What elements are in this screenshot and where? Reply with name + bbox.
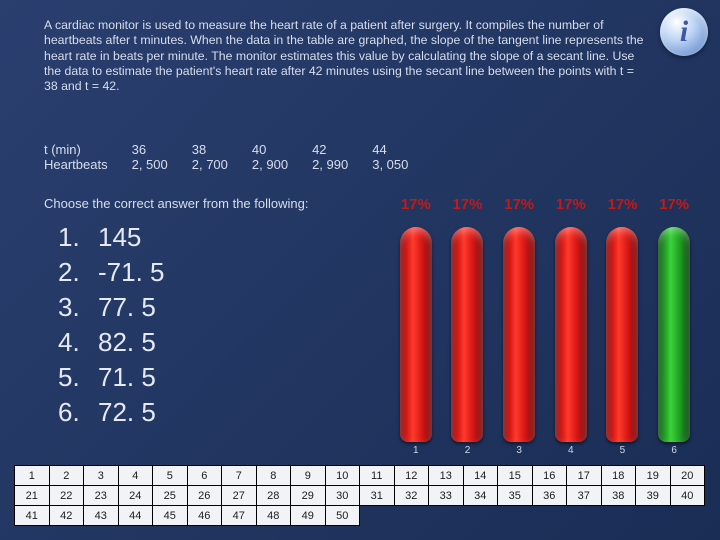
responder-cell[interactable]: 31: [360, 486, 395, 506]
chart-bar: [503, 227, 535, 442]
responder-cell[interactable]: 26: [187, 486, 222, 506]
responder-cell[interactable]: 24: [118, 486, 153, 506]
problem-text: A cardiac monitor is used to measure the…: [44, 18, 644, 95]
responder-cell[interactable]: 19: [636, 466, 671, 486]
row2-label: Heartbeats: [44, 157, 132, 172]
response-chart: 17% 17% 17% 17% 17% 17% 1 2 3 4 5 6: [390, 196, 700, 456]
responder-cell[interactable]: 44: [118, 506, 153, 526]
responder-cell[interactable]: 42: [49, 506, 84, 526]
responder-cell[interactable]: 49: [291, 506, 326, 526]
answer-list: 1.145 2.-71. 5 3.77. 5 4.82. 5 5.71. 5 6…: [58, 222, 165, 432]
responder-cell[interactable]: 29: [291, 486, 326, 506]
responder-cell[interactable]: 40: [670, 486, 705, 506]
chart-bar-label: 5: [620, 445, 626, 456]
responder-cell[interactable]: 34: [463, 486, 498, 506]
responder-cell[interactable]: 18: [601, 466, 636, 486]
chart-bar: [555, 227, 587, 442]
responder-cell[interactable]: 5: [153, 466, 188, 486]
responder-grid: 1234567891011121314151617181920212223242…: [14, 465, 705, 526]
responder-cell[interactable]: 22: [49, 486, 84, 506]
responder-cell[interactable]: 48: [256, 506, 291, 526]
responder-cell[interactable]: 11: [360, 466, 395, 486]
responder-cell[interactable]: 25: [153, 486, 188, 506]
responder-cell[interactable]: 43: [84, 506, 119, 526]
responder-cell[interactable]: 7: [222, 466, 257, 486]
responder-cell[interactable]: 47: [222, 506, 257, 526]
chart-bar: [606, 227, 638, 442]
answer-num: 5.: [58, 362, 98, 393]
pct-row: 17% 17% 17% 17% 17% 17%: [390, 196, 700, 213]
responder-cell[interactable]: 4: [118, 466, 153, 486]
chart-bar-label: 1: [413, 445, 419, 456]
choose-prompt: Choose the correct answer from the follo…: [44, 196, 308, 211]
responder-cell[interactable]: 6: [187, 466, 222, 486]
responder-cell[interactable]: 28: [256, 486, 291, 506]
responder-cell[interactable]: 36: [532, 486, 567, 506]
responder-cell[interactable]: 35: [498, 486, 533, 506]
responder-cell[interactable]: 41: [15, 506, 50, 526]
pct-label: 17%: [607, 196, 637, 213]
answer-num: 3.: [58, 292, 98, 323]
responder-cell[interactable]: 8: [256, 466, 291, 486]
responder-cell[interactable]: 46: [187, 506, 222, 526]
chart-bar: [658, 227, 690, 442]
pct-label: 17%: [556, 196, 586, 213]
answer-val[interactable]: 72. 5: [98, 397, 156, 428]
responder-cell[interactable]: 45: [153, 506, 188, 526]
responder-cell[interactable]: 20: [670, 466, 705, 486]
responder-cell[interactable]: 32: [394, 486, 429, 506]
chart-bar-label: 4: [568, 445, 574, 456]
responder-cell[interactable]: 50: [325, 506, 360, 526]
responder-cell[interactable]: 21: [15, 486, 50, 506]
responder-cell[interactable]: 37: [567, 486, 602, 506]
answer-val[interactable]: 82. 5: [98, 327, 156, 358]
responder-cell[interactable]: 33: [429, 486, 464, 506]
answer-val[interactable]: 145: [98, 222, 141, 253]
answer-num: 2.: [58, 257, 98, 288]
responder-cell[interactable]: 17: [567, 466, 602, 486]
answer-val[interactable]: 77. 5: [98, 292, 156, 323]
responder-cell[interactable]: 10: [325, 466, 360, 486]
responder-cell[interactable]: 13: [429, 466, 464, 486]
responder-cell[interactable]: 12: [394, 466, 429, 486]
answer-num: 6.: [58, 397, 98, 428]
chart-bar: [451, 227, 483, 442]
responder-cell[interactable]: 3: [84, 466, 119, 486]
chart-bar-label: 6: [671, 445, 677, 456]
responder-cell[interactable]: 39: [636, 486, 671, 506]
pct-label: 17%: [401, 196, 431, 213]
responder-cell[interactable]: 14: [463, 466, 498, 486]
answer-num: 1.: [58, 222, 98, 253]
row1-label: t (min): [44, 142, 132, 157]
responder-cell[interactable]: 30: [325, 486, 360, 506]
chart-bar-label: 2: [465, 445, 471, 456]
responder-cell[interactable]: 23: [84, 486, 119, 506]
responder-cell[interactable]: 15: [498, 466, 533, 486]
responder-cell[interactable]: 2: [49, 466, 84, 486]
answer-num: 4.: [58, 327, 98, 358]
responder-cell[interactable]: 16: [532, 466, 567, 486]
data-table: t (min) 36 38 40 42 44 Heartbeats 2, 500…: [44, 142, 432, 172]
responder-cell[interactable]: 1: [15, 466, 50, 486]
answer-val[interactable]: -71. 5: [98, 257, 165, 288]
pct-label: 17%: [452, 196, 482, 213]
responder-cell[interactable]: 38: [601, 486, 636, 506]
pct-label: 17%: [504, 196, 534, 213]
info-icon: i: [660, 8, 708, 56]
responder-cell[interactable]: 27: [222, 486, 257, 506]
pct-label: 17%: [659, 196, 689, 213]
chart-bar-label: 3: [516, 445, 522, 456]
answer-val[interactable]: 71. 5: [98, 362, 156, 393]
chart-bar: [400, 227, 432, 442]
responder-cell[interactable]: 9: [291, 466, 326, 486]
